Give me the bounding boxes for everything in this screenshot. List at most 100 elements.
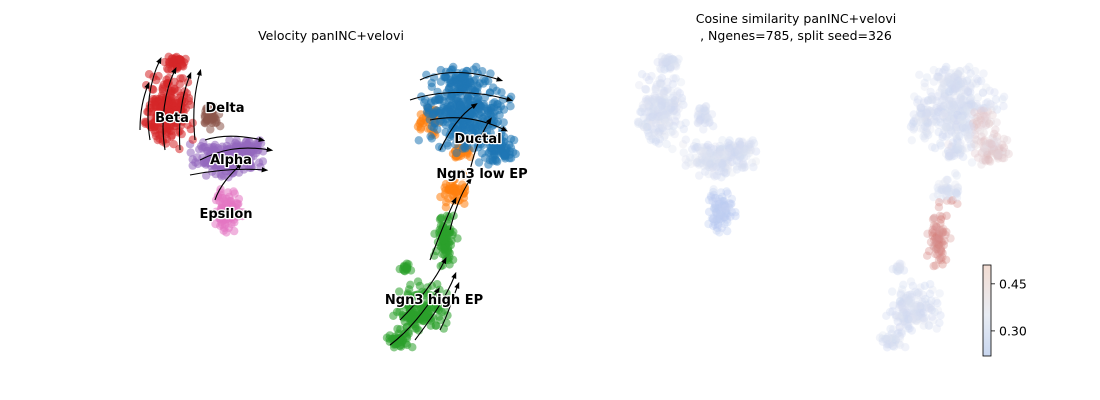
scatter-point xyxy=(949,116,958,125)
scatter-point xyxy=(660,132,669,142)
scatter-point xyxy=(701,151,711,160)
scatter-point xyxy=(995,148,1004,157)
colorbar-tick-label: 0.45 xyxy=(999,276,1027,291)
scatter-point xyxy=(891,336,901,345)
scatter-point xyxy=(924,246,934,256)
scatter-point xyxy=(738,163,747,172)
scatter-point xyxy=(939,224,948,234)
scatter-point xyxy=(924,108,933,117)
scatter-point xyxy=(963,105,973,115)
scatter-point xyxy=(216,204,226,213)
scatter-point xyxy=(919,316,929,325)
scatter-point xyxy=(696,115,705,124)
scatter-point xyxy=(933,72,943,82)
scatter-point xyxy=(948,87,958,97)
scatter-point xyxy=(981,155,990,165)
scatter-point xyxy=(940,92,949,101)
scatter-point xyxy=(647,108,656,118)
scatter-point xyxy=(913,305,922,314)
scatter-point xyxy=(202,171,211,180)
scatter-point xyxy=(957,82,966,92)
scatter-point xyxy=(953,106,962,115)
scatter-point xyxy=(945,151,954,161)
scatter-point xyxy=(960,102,969,111)
scatter-point xyxy=(712,209,721,219)
scatter-point xyxy=(965,95,975,105)
scatter-point xyxy=(959,78,968,88)
scatter-point xyxy=(931,233,940,242)
scatter-point xyxy=(948,101,958,110)
scatter-point xyxy=(971,114,980,123)
scatter-point xyxy=(645,113,655,122)
scatter-point xyxy=(932,102,941,111)
scatter-point xyxy=(706,158,716,168)
scatter-point xyxy=(696,146,705,156)
scatter-point xyxy=(648,134,657,143)
scatter-point xyxy=(728,143,737,153)
scatter-point xyxy=(742,144,751,153)
scatter-point xyxy=(681,135,690,144)
scatter-point xyxy=(958,106,967,116)
scatter-point xyxy=(947,84,956,93)
scatter-point xyxy=(649,102,658,111)
scatter-point xyxy=(659,115,668,124)
scatter-point xyxy=(889,333,899,342)
scatter-point xyxy=(747,158,757,167)
scatter-point xyxy=(958,77,968,87)
scatter-point xyxy=(951,145,960,154)
scatter-point xyxy=(681,161,690,170)
scatter-point xyxy=(949,114,959,124)
scatter-point xyxy=(928,312,937,321)
scatter-point xyxy=(676,78,686,87)
scatter-point xyxy=(715,146,725,155)
scatter-point xyxy=(658,123,667,133)
scatter-point xyxy=(675,89,685,98)
scatter-point xyxy=(665,118,674,127)
scatter-point xyxy=(882,334,891,344)
scatter-point xyxy=(938,78,947,88)
scatter-point xyxy=(929,214,938,223)
scatter-point xyxy=(645,101,654,110)
scatter-point xyxy=(923,109,932,119)
streamline xyxy=(429,197,457,261)
scatter-point xyxy=(657,65,666,74)
scatter-point xyxy=(489,83,498,92)
scatter-point xyxy=(672,91,682,100)
scatter-point xyxy=(927,95,936,104)
scatter-point xyxy=(952,71,961,80)
scatter-point xyxy=(703,140,713,150)
scatter-point xyxy=(642,85,651,94)
scatter-point xyxy=(928,215,938,224)
scatter-point xyxy=(439,235,448,245)
scatter-point xyxy=(908,314,917,323)
scatter-point xyxy=(725,147,734,156)
scatter-point xyxy=(442,198,451,207)
scatter-point xyxy=(942,183,951,192)
scatter-point xyxy=(889,335,898,344)
scatter-point xyxy=(712,158,722,167)
scatter-point xyxy=(657,107,666,116)
scatter-point xyxy=(721,151,730,160)
scatter-point xyxy=(949,103,959,112)
scatter-point xyxy=(915,70,924,80)
scatter-point xyxy=(964,134,973,144)
scatter-point xyxy=(906,290,915,299)
scatter-point xyxy=(940,91,950,101)
scatter-point xyxy=(938,238,947,247)
scatter-point xyxy=(931,117,941,127)
scatter-point xyxy=(694,107,703,116)
scatter-point xyxy=(978,147,987,157)
scatter-point xyxy=(674,104,683,113)
scatter-point xyxy=(655,120,665,129)
scatter-point xyxy=(727,194,737,204)
scatter-point xyxy=(691,153,700,162)
scatter-point xyxy=(648,116,657,125)
scatter-point xyxy=(702,156,711,166)
scatter-point xyxy=(992,132,1002,141)
scatter-point xyxy=(953,137,963,146)
scatter-point xyxy=(715,144,724,153)
scatter-point xyxy=(657,73,667,83)
scatter-point xyxy=(911,114,921,123)
scatter-point xyxy=(714,167,723,176)
scatter-point xyxy=(655,135,665,144)
